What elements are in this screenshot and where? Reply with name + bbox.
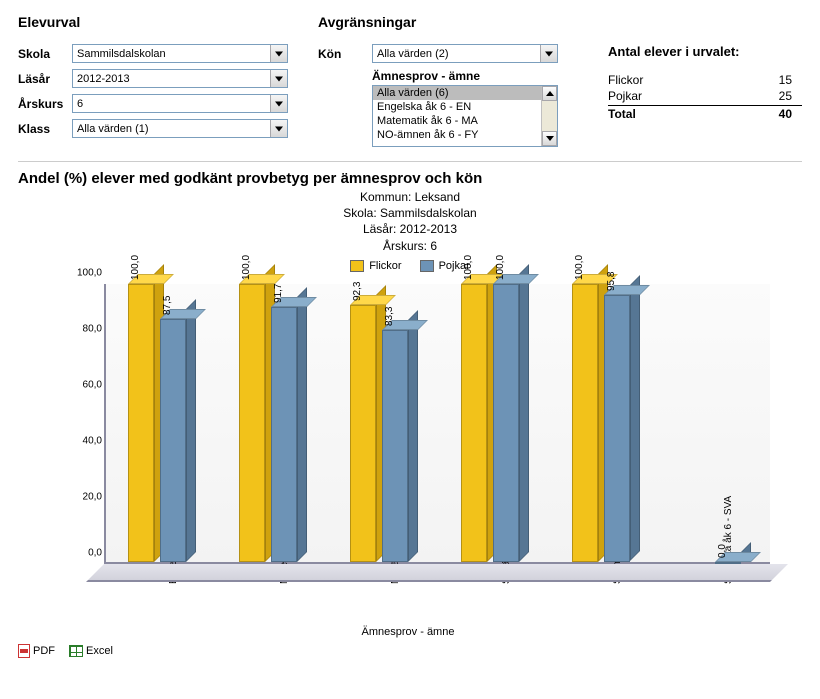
chart-sub-kommun: Kommun: Leksand bbox=[18, 189, 802, 205]
chart-sub-skola: Skola: Sammilsdalskolan bbox=[18, 205, 802, 221]
avgr-heading: Avgränsningar bbox=[318, 14, 558, 30]
list-item[interactable]: Engelska åk 6 - EN bbox=[373, 100, 557, 114]
scroll-up-icon[interactable] bbox=[542, 86, 557, 101]
y-tick: 40,0 bbox=[66, 435, 102, 446]
bar: 100,0 bbox=[239, 284, 265, 562]
klass-select[interactable]: Alla värden (1) bbox=[72, 119, 288, 138]
y-tick: 20,0 bbox=[66, 491, 102, 502]
bar-value-label: 95,8 bbox=[606, 272, 617, 291]
bar: 100,0 bbox=[461, 284, 487, 562]
antal-flickor-label: Flickor bbox=[608, 73, 643, 87]
antal-pojkar-value: 25 bbox=[779, 89, 792, 103]
export-excel-label: Excel bbox=[86, 645, 113, 657]
y-tick: 100,0 bbox=[66, 267, 102, 278]
pdf-icon bbox=[18, 644, 30, 658]
lasar-select[interactable]: 2012-2013 bbox=[72, 69, 288, 88]
arskurs-select[interactable]: 6 bbox=[72, 94, 288, 113]
y-tick: 0,0 bbox=[66, 547, 102, 558]
bar: 92,3 bbox=[350, 305, 376, 562]
y-tick: 80,0 bbox=[66, 323, 102, 334]
legend-label-a: Flickor bbox=[369, 260, 401, 272]
bar-value-label: 83,3 bbox=[384, 307, 395, 326]
export-pdf[interactable]: PDF bbox=[18, 644, 55, 658]
bar-value-label: 100,0 bbox=[130, 255, 141, 280]
kon-select[interactable]: Alla värden (2) bbox=[372, 44, 558, 63]
list-item[interactable]: Matematik åk 6 - MA bbox=[373, 114, 557, 128]
y-tick: 60,0 bbox=[66, 379, 102, 390]
legend-swatch-a bbox=[350, 260, 364, 272]
arskurs-value: 6 bbox=[77, 98, 83, 110]
bar-group: Matematik åk 6 - MA100,091,7 bbox=[231, 284, 334, 562]
bar: 91,7 bbox=[271, 307, 297, 562]
excel-icon bbox=[69, 645, 83, 657]
klass-value: Alla värden (1) bbox=[77, 123, 149, 135]
amnesprov-label: Ämnesprov - ämne bbox=[372, 69, 558, 83]
bar-group: Svenska åk 6 - SV100,095,8 bbox=[564, 284, 667, 562]
chart: Andel (%) elever med gorkänt provbetyg 0… bbox=[18, 276, 798, 636]
bar-value-label: 91,7 bbox=[273, 283, 284, 302]
bar: 100,0 bbox=[572, 284, 598, 562]
antal-pojkar-label: Pojkar bbox=[608, 89, 642, 103]
chart-sub-lasar: Läsår: 2012-2013 bbox=[18, 221, 802, 237]
bar-value-label: 100,0 bbox=[495, 255, 506, 280]
bar-value-label: 87,5 bbox=[162, 295, 173, 314]
bar: 83,3 bbox=[382, 330, 408, 562]
legend-swatch-b bbox=[420, 260, 434, 272]
klass-label: Klass bbox=[18, 122, 72, 136]
bar-value-label: 100,0 bbox=[574, 255, 585, 280]
bar: 100,0 bbox=[128, 284, 154, 562]
amnesprov-listbox[interactable]: Alla värden (6) Engelska åk 6 - EN Matem… bbox=[372, 85, 558, 147]
antal-title: Antal elever i urvalet: bbox=[608, 44, 802, 59]
arskurs-label: Årskurs bbox=[18, 97, 72, 111]
bar-value-label: 92,3 bbox=[352, 282, 363, 301]
bar: 100,0 bbox=[493, 284, 519, 562]
separator bbox=[18, 161, 802, 162]
bar: 95,8 bbox=[604, 295, 630, 561]
bar: 87,5 bbox=[160, 319, 186, 562]
antal-flickor-value: 15 bbox=[779, 73, 792, 87]
kon-value: Alla värden (2) bbox=[377, 48, 449, 60]
skola-select[interactable]: Sammilsdalskolan bbox=[72, 44, 288, 63]
export-pdf-label: PDF bbox=[33, 645, 55, 657]
bar-group: NO-ämnen åk 6 - FY92,383,3 bbox=[342, 284, 445, 562]
skola-label: Skola bbox=[18, 47, 72, 61]
chart-sub-arskurs: Årskurs: 6 bbox=[18, 238, 802, 254]
skola-value: Sammilsdalskolan bbox=[77, 48, 166, 60]
lasar-value: 2012-2013 bbox=[77, 73, 130, 85]
lasar-label: Läsår bbox=[18, 72, 72, 86]
bar-group: SO-ämnen åk 6 - SH100,0100,0 bbox=[453, 284, 556, 562]
scrollbar[interactable] bbox=[541, 86, 557, 146]
antal-total-label: Total bbox=[608, 107, 636, 121]
bar-value-label: 0,0 bbox=[717, 544, 728, 558]
bar-group: Svenska åk 6 - SVA0,0 bbox=[675, 284, 778, 562]
bar-group: Engelska åk 6 - EN100,087,5 bbox=[120, 284, 223, 562]
elevurval-heading: Elevurval bbox=[18, 14, 288, 30]
list-item[interactable]: Alla värden (6) bbox=[373, 86, 557, 100]
antal-total-value: 40 bbox=[779, 107, 792, 121]
scroll-down-icon[interactable] bbox=[542, 131, 557, 146]
kon-label: Kön bbox=[318, 47, 372, 61]
bar-value-label: 100,0 bbox=[463, 255, 474, 280]
export-excel[interactable]: Excel bbox=[69, 645, 113, 657]
list-item[interactable]: NO-ämnen åk 6 - FY bbox=[373, 128, 557, 142]
chart-title: Andel (%) elever med godkänt provbetyg p… bbox=[18, 170, 802, 187]
bar-value-label: 100,0 bbox=[241, 255, 252, 280]
x-axis-label: Ämnesprov - ämne bbox=[18, 626, 798, 638]
